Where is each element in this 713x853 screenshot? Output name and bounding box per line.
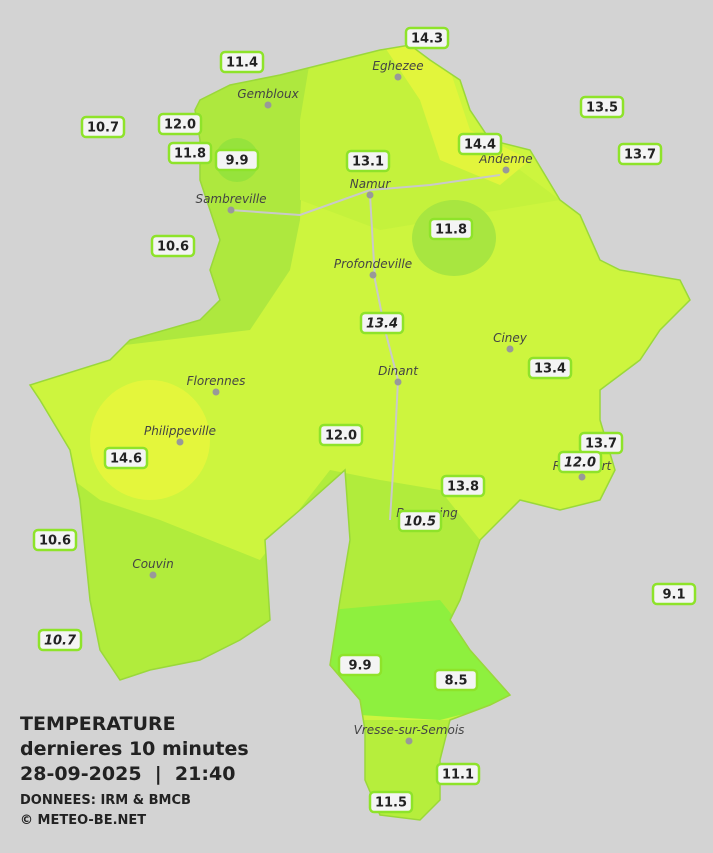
station-value: 9.9: [225, 154, 248, 169]
station-value: 9.1: [662, 588, 685, 603]
town-dot: [578, 473, 586, 481]
town-dot: [212, 388, 220, 396]
station-box: [103, 446, 149, 470]
town-dot: [502, 166, 510, 174]
station-box: [157, 112, 203, 136]
town-label: Ciney: [493, 331, 528, 345]
town-label: Sambreville: [195, 192, 266, 206]
station-box: [214, 148, 260, 172]
station-value: 12.0: [564, 456, 596, 471]
station-value: 9.9: [348, 659, 371, 674]
town-dot: [369, 271, 377, 279]
station-box: [557, 450, 603, 474]
town-label: Profondeville: [334, 257, 412, 271]
town-label: Florennes: [187, 374, 246, 388]
station-value: 13.8: [447, 480, 479, 495]
station-box: [404, 26, 450, 50]
station-box: [32, 528, 78, 552]
town-dot: [264, 101, 272, 109]
town-dot: [405, 737, 413, 745]
town-dot: [366, 191, 374, 199]
station-value: 13.4: [534, 362, 566, 377]
station-value: 11.1: [442, 768, 474, 783]
station-box: [435, 762, 481, 786]
legend-credit: © METEO-BE.NET: [20, 813, 146, 828]
town-label: Philippeville: [144, 424, 216, 438]
station-value: 14.6: [110, 452, 142, 467]
station-value: 13.1: [352, 155, 384, 170]
station-value: 13.4: [366, 317, 398, 332]
station-value: 11.4: [226, 56, 258, 71]
town-dot: [506, 345, 514, 353]
station-box: [368, 790, 414, 814]
station-value: 10.6: [157, 240, 189, 255]
town-label: Namur: [350, 177, 392, 191]
station-value: 12.0: [164, 118, 196, 133]
town-dot: [394, 73, 402, 81]
town-label: Andenne: [478, 152, 532, 166]
town-dot: [227, 206, 235, 214]
station-box: [318, 423, 364, 447]
station-value: 13.7: [585, 437, 617, 452]
town-label: Couvin: [132, 557, 173, 571]
station-value: 11.8: [435, 223, 467, 238]
station-value: 12.0: [325, 429, 357, 444]
legend-datetime: 28-09-2025 | 21:40: [20, 763, 235, 785]
station-value: 10.6: [39, 534, 71, 549]
station-box: [167, 141, 213, 165]
station-box: [617, 142, 663, 166]
station-value: 14.4: [464, 138, 496, 153]
town-dot: [149, 571, 157, 579]
legend-subtitle: dernieres 10 minutes: [20, 738, 249, 760]
station-box: [651, 582, 697, 606]
station-box: [337, 653, 383, 677]
station-box: [150, 234, 196, 258]
river: [229, 174, 501, 521]
town-dot: [176, 438, 184, 446]
station-box: [440, 474, 486, 498]
station-value: 8.5: [444, 674, 467, 689]
station-box: [527, 356, 573, 380]
legend-title: TEMPERATURE: [20, 713, 176, 735]
town-label: Eghezee: [372, 59, 423, 73]
town-dot: [394, 378, 402, 386]
station-box: [428, 217, 474, 241]
town-label: Vresse-sur-Semois: [354, 723, 465, 737]
station-box: [397, 509, 443, 533]
station-box: [37, 628, 83, 652]
station-box: [219, 50, 265, 74]
town-label: Dinant: [378, 364, 419, 378]
station-value: 11.5: [375, 796, 407, 811]
station-box: [359, 311, 405, 335]
legend-source: DONNEES: IRM & BMCB: [20, 793, 191, 808]
station-box: [345, 149, 391, 173]
station-value: 14.3: [411, 32, 443, 47]
station-value: 10.5: [404, 515, 436, 530]
station-box: [433, 668, 479, 692]
station-value: 13.7: [624, 148, 656, 163]
station-box: [579, 95, 625, 119]
station-value: 10.7: [44, 634, 77, 649]
station-box: [457, 132, 503, 156]
station-value: 10.7: [87, 121, 119, 136]
station-box: [80, 115, 126, 139]
station-value: 13.5: [586, 101, 618, 116]
station-value: 11.8: [174, 147, 206, 162]
town-label: Gembloux: [237, 87, 299, 101]
